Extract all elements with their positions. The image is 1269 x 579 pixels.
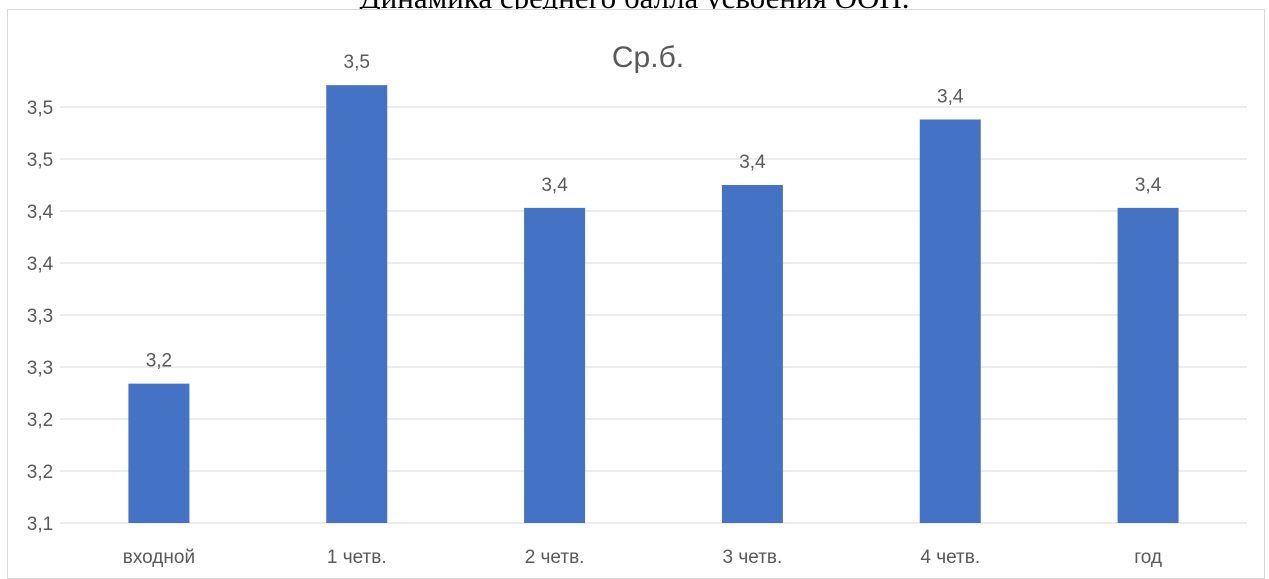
y-tick-label: 3,2 bbox=[27, 462, 53, 483]
data-label: 3,4 bbox=[541, 175, 568, 196]
x-tick-label: 1 четв. bbox=[327, 547, 387, 568]
x-tick-label: год bbox=[1134, 547, 1162, 568]
data-label: 3,5 bbox=[344, 52, 370, 73]
bar bbox=[524, 207, 586, 523]
y-tick-label: 3,2 bbox=[27, 410, 53, 431]
bars bbox=[128, 85, 1179, 523]
chart-frame bbox=[7, 9, 1265, 579]
data-label: 3,4 bbox=[739, 152, 766, 173]
x-tick-label: 2 четв. bbox=[525, 547, 585, 568]
y-tick-label: 3,4 bbox=[27, 202, 54, 223]
gridlines bbox=[60, 106, 1247, 524]
data-label: 3,4 bbox=[1135, 175, 1162, 196]
y-tick-label: 3,3 bbox=[27, 306, 53, 327]
x-tick-label: 3 четв. bbox=[723, 547, 783, 568]
y-tick-label: 3,5 bbox=[27, 150, 53, 171]
x-tick-label: 4 четв. bbox=[920, 547, 980, 568]
data-label: 3,4 bbox=[937, 86, 964, 107]
bar bbox=[919, 119, 981, 523]
y-tick-label: 3,5 bbox=[27, 98, 53, 119]
x-tick-label: входной bbox=[123, 547, 195, 568]
bar bbox=[326, 85, 388, 523]
x-axis-ticks: входной 1 четв. 2 четв. 3 четв. 4 четв. год bbox=[123, 547, 1162, 568]
data-label: 3,2 bbox=[146, 351, 172, 372]
y-tick-label: 3,3 bbox=[27, 358, 53, 379]
data-labels: 3,2 3,5 3,4 3,4 3,4 3,4 bbox=[146, 52, 1162, 371]
bar bbox=[721, 185, 783, 523]
y-axis-ticks: 3,1 3,2 3,2 3,3 3,3 3,4 3,4 3,5 3,5 bbox=[27, 98, 54, 535]
y-tick-label: 3,4 bbox=[27, 254, 54, 275]
bar bbox=[128, 383, 190, 523]
y-tick-label: 3,1 bbox=[27, 514, 53, 535]
bar bbox=[1117, 207, 1179, 523]
chart-title: Ср.б. bbox=[612, 41, 684, 74]
